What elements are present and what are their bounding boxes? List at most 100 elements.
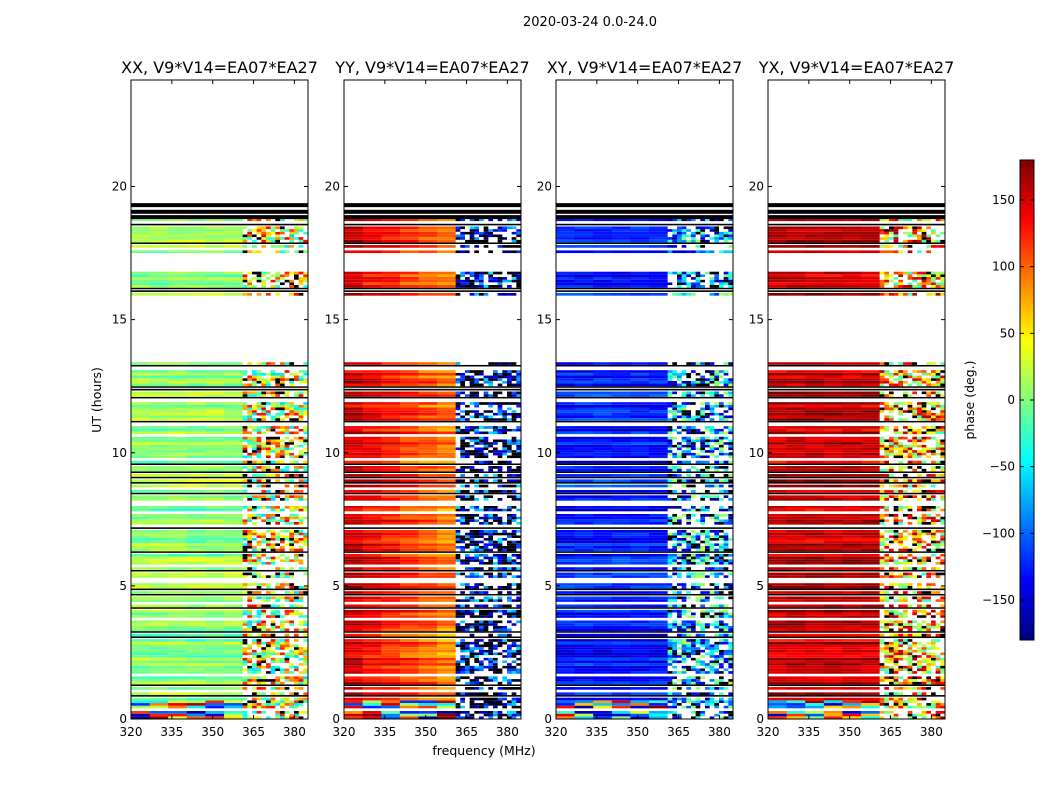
- colorbar-step: [1020, 232, 1034, 237]
- panel-title: YX, V9*V14=EA07*EA27: [758, 58, 955, 77]
- colorbar-step: [1020, 292, 1034, 297]
- y-tick-label: 20: [112, 180, 127, 194]
- colorbar-step: [1020, 488, 1034, 493]
- colorbar-step: [1020, 516, 1034, 521]
- colorbar-step: [1020, 224, 1034, 229]
- colorbar-step: [1020, 604, 1034, 609]
- y-tick-label: 5: [332, 579, 340, 593]
- colorbar-step: [1020, 496, 1034, 501]
- colorbar-step: [1020, 288, 1034, 293]
- colorbar-label: phase (deg.): [962, 361, 977, 440]
- flag-line: [131, 215, 308, 220]
- x-tick-label: 365: [242, 725, 265, 739]
- colorbar-step: [1020, 388, 1034, 393]
- colorbar-tick-label: −150: [982, 593, 1015, 607]
- colorbar-tick-label: 50: [1000, 326, 1015, 340]
- colorbar-step: [1020, 280, 1034, 285]
- colorbar-step: [1020, 560, 1034, 565]
- colorbar-step: [1020, 408, 1034, 413]
- colorbar-step: [1020, 472, 1034, 477]
- colorbar-step: [1020, 424, 1034, 429]
- colorbar-step: [1020, 216, 1034, 221]
- colorbar-step: [1020, 212, 1034, 217]
- colorbar-step: [1020, 468, 1034, 473]
- y-tick-label: 10: [749, 446, 764, 460]
- flag-line: [131, 203, 308, 208]
- colorbar-step: [1020, 168, 1034, 173]
- panel-xy: XY, V9*V14=EA07*EA27 320 335 350 365 380 0 5 10 1…: [537, 58, 743, 739]
- panel-frame: [130, 79, 309, 720]
- colorbar-step: [1020, 312, 1034, 317]
- x-tick-label: 350: [414, 725, 437, 739]
- panels-group: XX, V9*V14=EA07*EA27 320 335 350 365 380 0 5 10 1…: [112, 58, 955, 739]
- colorbar-step: [1020, 524, 1034, 529]
- colorbar-step: [1020, 284, 1034, 289]
- panel-yy: YY, V9*V14=EA07*EA27 320 335 350 365 380 0 5 10 1…: [325, 58, 530, 739]
- colorbar-step: [1020, 200, 1034, 205]
- y-tick-label: 0: [756, 712, 764, 726]
- x-tick-label: 335: [585, 725, 608, 739]
- colorbar-step: [1020, 540, 1034, 545]
- x-tick-label: 320: [120, 725, 143, 739]
- colorbar-step: [1020, 208, 1034, 213]
- colorbar-step: [1020, 344, 1034, 349]
- colorbar-step: [1020, 336, 1034, 341]
- phase-image: [556, 80, 733, 719]
- colorbar-step: [1020, 532, 1034, 537]
- colorbar-step: [1020, 484, 1034, 489]
- colorbar-step: [1020, 556, 1034, 561]
- colorbar-step: [1020, 364, 1034, 369]
- panel-title: XY, V9*V14=EA07*EA27: [547, 58, 743, 77]
- colorbar-step: [1020, 576, 1034, 581]
- colorbar-step: [1020, 196, 1034, 201]
- colorbar-step: [1020, 328, 1034, 333]
- colorbar-step: [1020, 420, 1034, 425]
- y-tick-label: 5: [756, 579, 764, 593]
- x-tick-label: 380: [708, 725, 731, 739]
- x-tick-label: 365: [455, 725, 478, 739]
- colorbar-step: [1020, 340, 1034, 345]
- colorbar-step: [1020, 456, 1034, 461]
- colorbar-step: [1020, 460, 1034, 465]
- colorbar-step: [1020, 308, 1034, 313]
- x-tick-label: 335: [797, 725, 820, 739]
- colorbar-step: [1020, 480, 1034, 485]
- colorbar-step: [1020, 276, 1034, 281]
- colorbar-tick-label: 100: [992, 260, 1015, 274]
- colorbar-step: [1020, 164, 1034, 169]
- colorbar-tick-label: −100: [982, 526, 1015, 540]
- colorbar-step: [1020, 240, 1034, 245]
- y-tick-label: 0: [119, 712, 127, 726]
- colorbar-step: [1020, 252, 1034, 257]
- colorbar-step: [1020, 636, 1034, 641]
- flag-line: [556, 215, 733, 220]
- colorbar-tick-label: 150: [992, 193, 1015, 207]
- y-tick-label: 5: [119, 579, 127, 593]
- flag-line: [344, 203, 521, 208]
- y-tick-label: 15: [325, 313, 340, 327]
- colorbar-step: [1020, 620, 1034, 625]
- colorbar-step: [1020, 428, 1034, 433]
- colorbar-step: [1020, 628, 1034, 633]
- colorbar-step: [1020, 244, 1034, 249]
- colorbar-step: [1020, 352, 1034, 357]
- colorbar-step: [1020, 172, 1034, 177]
- x-tick-label: 335: [160, 725, 183, 739]
- colorbar-step: [1020, 612, 1034, 617]
- colorbar-step: [1020, 440, 1034, 445]
- colorbar-step: [1020, 536, 1034, 541]
- panel-yx: YX, V9*V14=EA07*EA27 320 335 350 365 380 0 5 10 1…: [749, 58, 955, 739]
- colorbar-step: [1020, 404, 1034, 409]
- panel-frame: [767, 79, 946, 720]
- colorbar-step: [1020, 248, 1034, 253]
- panel-xx: XX, V9*V14=EA07*EA27 320 335 350 365 380 0 5 10 1…: [112, 58, 318, 739]
- colorbar-step: [1020, 296, 1034, 301]
- y-tick-label: 10: [112, 446, 127, 460]
- y-tick-label: 20: [325, 180, 340, 194]
- x-tick-label: 350: [201, 725, 224, 739]
- panel-title: YY, V9*V14=EA07*EA27: [334, 58, 529, 77]
- colorbar-step: [1020, 492, 1034, 497]
- colorbar-step: [1020, 264, 1034, 269]
- x-tick-label: 335: [373, 725, 396, 739]
